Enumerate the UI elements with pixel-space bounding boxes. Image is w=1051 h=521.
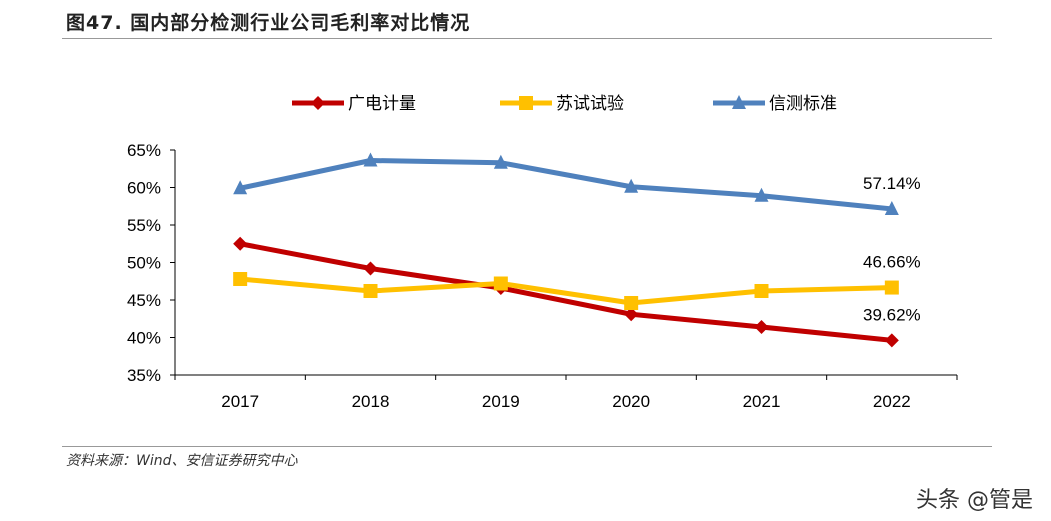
legend-marker xyxy=(311,96,325,110)
legend-label: 广电计量 xyxy=(348,94,416,114)
legend-marker xyxy=(519,96,533,110)
data-point xyxy=(363,152,378,167)
y-tick-label: 45% xyxy=(127,291,161,310)
data-point xyxy=(233,236,248,251)
y-tick-label: 50% xyxy=(127,254,161,273)
source-divider xyxy=(62,446,992,447)
series-line-苏试试验 xyxy=(239,276,892,306)
data-point xyxy=(493,276,508,291)
x-tick-label: 2019 xyxy=(482,392,520,411)
x-tick-label: 2017 xyxy=(221,392,259,411)
series-line-信测标准 xyxy=(239,158,893,212)
data-point xyxy=(754,320,769,334)
y-tick-label: 40% xyxy=(127,329,161,348)
x-tick-label: 2021 xyxy=(743,392,781,411)
data-point xyxy=(624,307,639,322)
legend-label: 信测标准 xyxy=(769,94,837,114)
data-point xyxy=(884,200,899,215)
data-label: 39.62% xyxy=(863,305,921,324)
y-tick-label: 55% xyxy=(127,216,161,235)
legend-marker xyxy=(732,95,746,109)
title-divider xyxy=(62,38,992,39)
data-point xyxy=(363,261,378,276)
y-tick-label: 65% xyxy=(127,141,161,160)
x-tick-label: 2020 xyxy=(612,392,650,411)
data-point xyxy=(884,333,899,348)
data-point xyxy=(884,280,899,295)
data-point xyxy=(754,187,769,202)
data-label: 46.66% xyxy=(863,253,921,272)
source-note: 资料来源：Wind、安信证券研究中心 xyxy=(66,453,298,469)
y-tick-label: 35% xyxy=(127,366,161,385)
data-label: 57.14% xyxy=(863,174,921,193)
data-point xyxy=(493,154,508,169)
x-tick-label: 2022 xyxy=(873,392,911,411)
data-point xyxy=(754,284,769,298)
series-line-广电计量 xyxy=(239,241,893,343)
data-point xyxy=(624,296,639,310)
data-point xyxy=(624,178,639,193)
legend-label: 苏试试验 xyxy=(556,94,624,114)
y-tick-label: 60% xyxy=(127,179,161,198)
x-tick-label: 2018 xyxy=(352,392,390,411)
data-point xyxy=(363,284,378,298)
watermark: 头条 @管是 xyxy=(916,488,1033,513)
data-point xyxy=(233,272,248,286)
data-point xyxy=(233,180,248,195)
figure-title: 图47. 国内部分检测行业公司毛利率对比情况 xyxy=(66,12,471,34)
